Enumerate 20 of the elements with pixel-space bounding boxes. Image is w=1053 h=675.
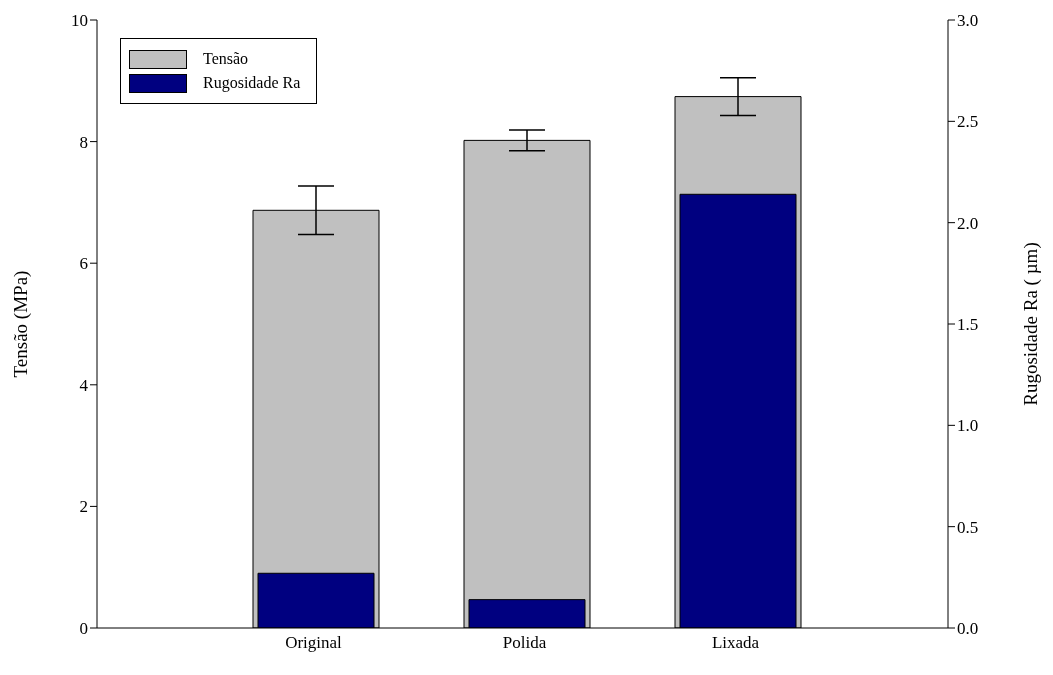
y-tick-label: 2 [79,497,88,517]
x-tick-label: Lixada [711,633,760,653]
y2-tick-label: 1.5 [957,315,979,335]
y2-tick-label: 3.0 [957,11,979,31]
y2-tick-label: 1.0 [957,416,979,436]
y-tick-label: 4 [79,375,89,395]
y2-tick-label: 2.0 [957,213,979,233]
y2-axis-title: Rugosidade Ra ( µm) [1019,242,1042,406]
y2-tick-label: 0.5 [957,517,979,537]
y-axis-title: Tensão (MPa) [9,270,32,378]
y2-tick-label: 0.0 [957,619,979,639]
y2-tick-label: 2.5 [957,112,979,132]
y-tick-label: 6 [79,254,88,274]
legend-label: Rugosidade Ra [203,74,301,92]
x-tick-label: Polida [502,633,547,653]
y-tick-label: 10 [71,11,88,31]
y-tick-label: 8 [79,132,88,152]
y-tick-label: 0 [79,619,88,639]
legend-label: Tensão [203,50,249,68]
x-tick-label: Original [285,633,343,653]
